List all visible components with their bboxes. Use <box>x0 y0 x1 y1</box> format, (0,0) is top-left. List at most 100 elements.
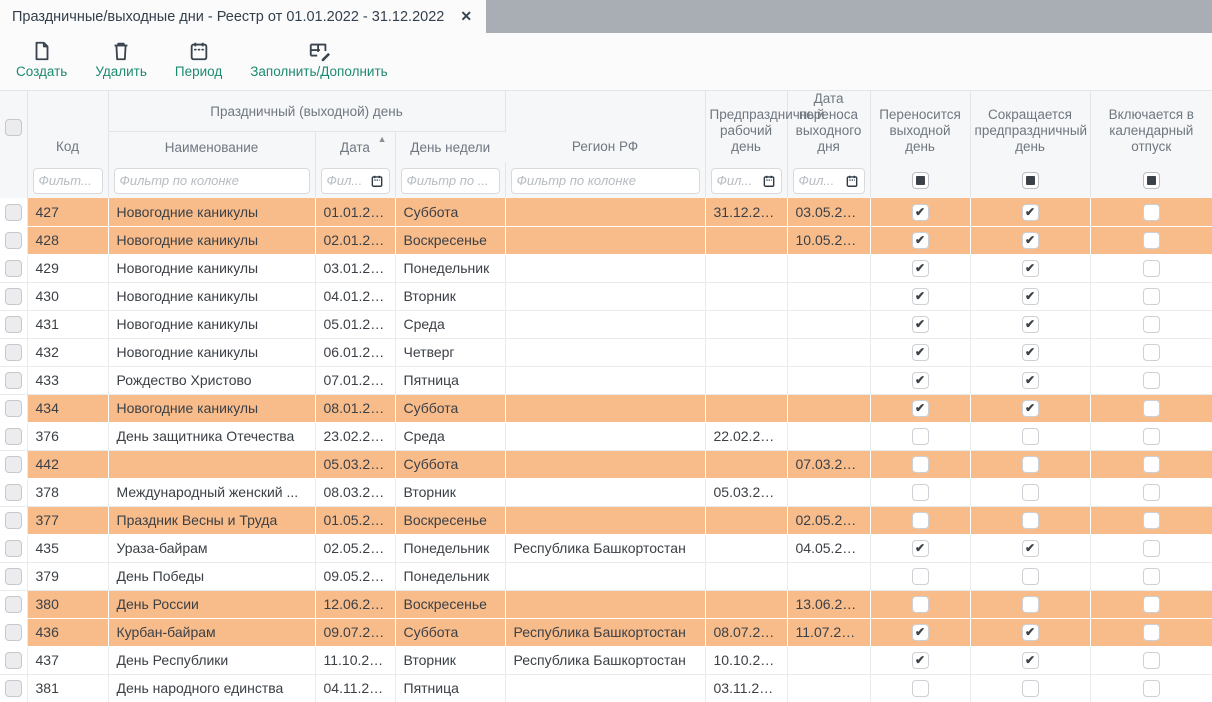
moved-checkbox[interactable] <box>912 680 929 697</box>
region-filter-input[interactable] <box>517 169 694 193</box>
moved-checkbox[interactable] <box>912 484 929 501</box>
table-row[interactable]: 442 05.03.2022 Суббота 07.03.2022 <box>0 450 1212 478</box>
name-filter-input[interactable] <box>120 169 304 193</box>
create-button[interactable]: Создать <box>12 38 71 81</box>
table-row[interactable]: 428 Новогодние каникулы 02.01.2022 Воскр… <box>0 226 1212 254</box>
column-header-moved[interactable]: Переносится выходной день <box>870 91 970 164</box>
vacation-filter-checkbox[interactable] <box>1143 172 1160 189</box>
vacation-checkbox[interactable] <box>1143 372 1160 389</box>
row-select-checkbox[interactable] <box>5 652 22 669</box>
shortened-checkbox[interactable] <box>1022 344 1039 361</box>
vacation-checkbox[interactable] <box>1143 316 1160 333</box>
row-select-checkbox[interactable] <box>5 344 22 361</box>
row-select-checkbox[interactable] <box>5 260 22 277</box>
table-row[interactable]: 432 Новогодние каникулы 06.01.2022 Четве… <box>0 338 1212 366</box>
column-header-weekday[interactable]: День недели <box>395 132 505 163</box>
vacation-checkbox[interactable] <box>1143 512 1160 529</box>
shortened-checkbox[interactable] <box>1022 624 1039 641</box>
period-button[interactable]: Период <box>171 38 226 81</box>
vacation-checkbox[interactable] <box>1143 232 1160 249</box>
tab-holidays-register[interactable]: Праздничные/выходные дни - Реестр от 01.… <box>0 0 486 33</box>
shortened-checkbox[interactable] <box>1022 204 1039 221</box>
shortened-checkbox[interactable] <box>1022 596 1039 613</box>
table-row[interactable]: 380 День России 12.06.2022 Воскресенье 1… <box>0 590 1212 618</box>
row-select-checkbox[interactable] <box>5 428 22 445</box>
moved-checkbox[interactable] <box>912 456 929 473</box>
vacation-checkbox[interactable] <box>1143 400 1160 417</box>
column-header-name[interactable]: Наименование <box>108 132 315 163</box>
moved-checkbox[interactable] <box>912 316 929 333</box>
preholiday-filter-input[interactable] <box>717 169 760 193</box>
shortened-checkbox[interactable] <box>1022 428 1039 445</box>
shortened-checkbox[interactable] <box>1022 288 1039 305</box>
moved-checkbox[interactable] <box>912 400 929 417</box>
transfer-filter-input[interactable] <box>799 169 843 193</box>
date-filter-input[interactable] <box>327 169 368 193</box>
vacation-checkbox[interactable] <box>1143 344 1160 361</box>
table-row[interactable]: 429 Новогодние каникулы 03.01.2022 Понед… <box>0 254 1212 282</box>
shortened-checkbox[interactable] <box>1022 512 1039 529</box>
vacation-checkbox[interactable] <box>1143 484 1160 501</box>
table-row[interactable]: 437 День Республики 11.10.2022 Вторник Р… <box>0 646 1212 674</box>
column-header-shortened[interactable]: Сокращается предпраздничный день <box>970 91 1090 164</box>
row-select-checkbox[interactable] <box>5 624 22 641</box>
table-row[interactable]: 434 Новогодние каникулы 08.01.2022 Суббо… <box>0 394 1212 422</box>
select-all-checkbox[interactable] <box>5 119 22 136</box>
calendar-picker-icon[interactable] <box>845 174 859 188</box>
table-row[interactable]: 379 День Победы 09.05.2022 Понедельник <box>0 562 1212 590</box>
row-select-checkbox[interactable] <box>5 288 22 305</box>
shortened-checkbox[interactable] <box>1022 232 1039 249</box>
column-header-code[interactable]: Код <box>27 91 108 164</box>
table-row[interactable]: 431 Новогодние каникулы 05.01.2022 Среда <box>0 310 1212 338</box>
moved-checkbox[interactable] <box>912 512 929 529</box>
sort-ascending-icon[interactable]: ▲ <box>378 134 387 144</box>
fill-append-button[interactable]: Заполнить/Дополнить <box>246 38 391 81</box>
column-header-region[interactable]: Регион РФ <box>505 91 705 164</box>
row-select-checkbox[interactable] <box>5 400 22 417</box>
shortened-checkbox[interactable] <box>1022 316 1039 333</box>
moved-checkbox[interactable] <box>912 540 929 557</box>
moved-checkbox[interactable] <box>912 204 929 221</box>
shortened-checkbox[interactable] <box>1022 260 1039 277</box>
shortened-checkbox[interactable] <box>1022 456 1039 473</box>
vacation-checkbox[interactable] <box>1143 260 1160 277</box>
vacation-checkbox[interactable] <box>1143 680 1160 697</box>
moved-checkbox[interactable] <box>912 372 929 389</box>
moved-checkbox[interactable] <box>912 596 929 613</box>
moved-checkbox[interactable] <box>912 288 929 305</box>
column-header-vacation[interactable]: Включается в календарный отпуск <box>1090 91 1212 164</box>
row-select-checkbox[interactable] <box>5 372 22 389</box>
shortened-checkbox[interactable] <box>1022 568 1039 585</box>
row-select-checkbox[interactable] <box>5 316 22 333</box>
column-header-preholiday[interactable]: Предпраздничный рабочий день <box>705 91 787 164</box>
vacation-checkbox[interactable] <box>1143 456 1160 473</box>
delete-button[interactable]: Удалить <box>91 38 151 81</box>
shortened-checkbox[interactable] <box>1022 540 1039 557</box>
row-select-checkbox[interactable] <box>5 232 22 249</box>
code-filter-input[interactable] <box>39 169 97 193</box>
moved-checkbox[interactable] <box>912 232 929 249</box>
calendar-picker-icon[interactable] <box>762 174 776 188</box>
table-row[interactable]: 436 Курбан-байрам 09.07.2022 Суббота Рес… <box>0 618 1212 646</box>
table-row[interactable]: 381 День народного единства 04.11.2022 П… <box>0 674 1212 702</box>
shortened-checkbox[interactable] <box>1022 652 1039 669</box>
vacation-checkbox[interactable] <box>1143 204 1160 221</box>
table-row[interactable]: 430 Новогодние каникулы 04.01.2022 Вторн… <box>0 282 1212 310</box>
shortened-checkbox[interactable] <box>1022 680 1039 697</box>
row-select-checkbox[interactable] <box>5 204 22 221</box>
moved-checkbox[interactable] <box>912 428 929 445</box>
shortened-checkbox[interactable] <box>1022 400 1039 417</box>
column-header-transfer[interactable]: Дата переноса выходного дня <box>787 91 870 164</box>
moved-checkbox[interactable] <box>912 624 929 641</box>
row-select-checkbox[interactable] <box>5 680 22 697</box>
table-row[interactable]: 378 Международный женский ... 08.03.2022… <box>0 478 1212 506</box>
row-select-checkbox[interactable] <box>5 456 22 473</box>
vacation-checkbox[interactable] <box>1143 428 1160 445</box>
moved-checkbox[interactable] <box>912 260 929 277</box>
vacation-checkbox[interactable] <box>1143 596 1160 613</box>
table-row[interactable]: 376 День защитника Отечества 23.02.2022 … <box>0 422 1212 450</box>
table-row[interactable]: 435 Ураза-байрам 02.05.2022 Понедельник … <box>0 534 1212 562</box>
moved-checkbox[interactable] <box>912 344 929 361</box>
vacation-checkbox[interactable] <box>1143 568 1160 585</box>
vacation-checkbox[interactable] <box>1143 624 1160 641</box>
